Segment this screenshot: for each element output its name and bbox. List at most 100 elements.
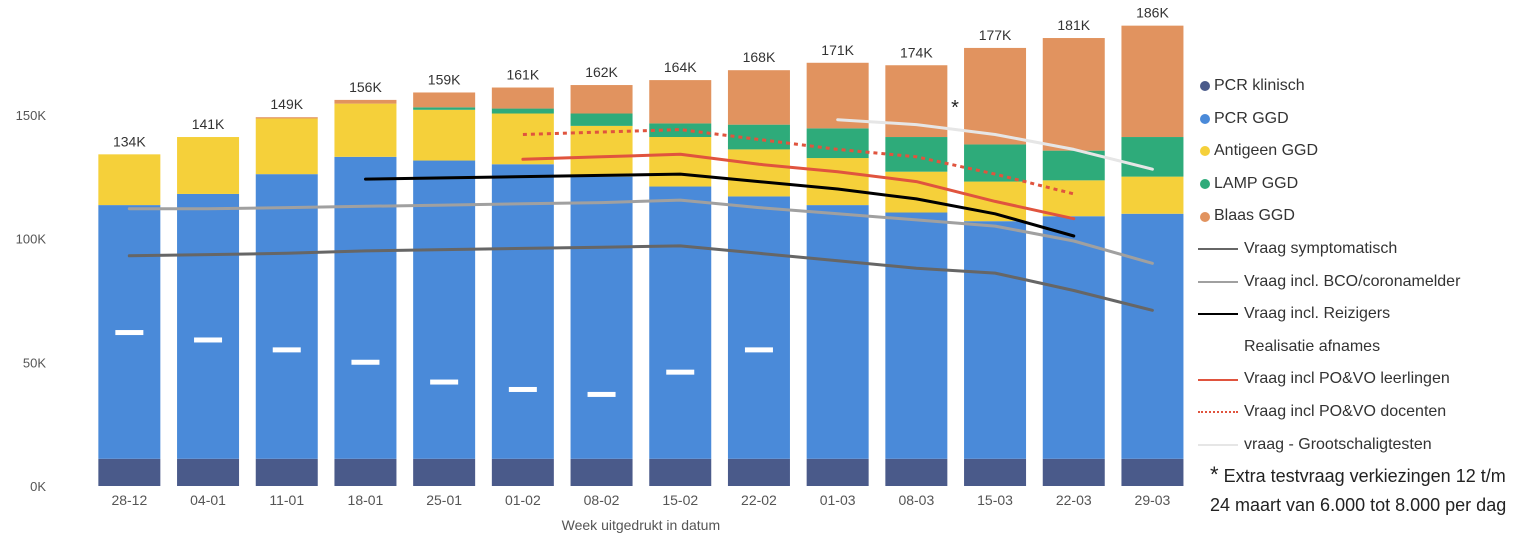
bar-pcr-klinisch-8 [727,458,790,486]
bar-antigeen-ggd-5 [491,113,554,165]
marker-realisatie-afnames-2 [272,347,301,353]
legend-swatch [1198,378,1238,381]
bar-total-label-13: 186K [1136,5,1169,21]
chart-canvas: 0K 50K 100K 150K 134K 28-12 141K 04-01 149K 11-01… [16,5,1184,533]
footnote-star: * [1210,462,1219,487]
bar-total-label-7: 164K [664,59,697,75]
bar-antigeen-ggd-4 [413,109,476,161]
bar-blaas-ggd-6 [570,85,633,114]
marker-realisatie-afnames-0 [115,330,144,336]
bar-total-label-6: 162K [585,64,618,80]
x-tick-label-0: 28-12 [111,492,147,508]
line-vraag-incl-bco-coronamelder [127,198,1154,265]
bar-lamp-ggd-11 [964,144,1027,182]
legend-label: PCR GGD [1214,109,1289,127]
x-tick-label-13: 29-03 [1135,492,1171,508]
chart-legend: PCR klinisch PCR GGD Antigeen GGD LAMP GGD B… [1198,70,1523,461]
bar-antigeen-ggd-12 [1042,180,1105,217]
legend-label: PCR klinisch [1214,77,1305,94]
line-vraag-incl-po-vo-leerlingen [521,152,1076,221]
legend-item-pcr-ggd: PCR GGD [1198,103,1523,136]
legend-item-vraag-incl-po-vo-leerlingen: Vraag incl PO&VO leerlingen [1198,363,1523,396]
bar-pcr-klinisch-10 [885,458,948,486]
legend-swatch [1200,146,1210,157]
bar-lamp-ggd-7 [649,123,712,138]
x-axis-title: Week uitgedrukt in datum [562,517,721,533]
bar-pcr-ggd-1 [177,193,240,459]
bar-lamp-ggd-6 [570,113,633,126]
bar-total-label-8: 168K [743,49,776,65]
bar-total-label-0: 134K [113,133,146,149]
bar-lamp-ggd-8 [727,124,790,150]
bar-pcr-ggd-7 [649,186,712,459]
line-vraag-incl-po-vo-docenten [522,128,1075,196]
bar-pcr-klinisch-4 [413,458,476,486]
legend-item-pcr-klinisch: PCR klinisch [1198,70,1523,103]
legend-swatch [1200,211,1210,222]
legend-item-vraag-grootschaligtesten: vraag - Grootschaligtesten [1198,429,1523,462]
x-tick-label-3: 18-01 [348,492,384,508]
marker-realisatie-afnames-1 [194,337,223,343]
bar-blaas-ggd-2 [255,117,318,119]
bar-total-label-5: 161K [506,67,539,83]
legend-label: Antigeen GGD [1214,142,1319,160]
bar-antigeen-ggd-2 [255,118,318,175]
bar-pcr-klinisch-13 [1121,458,1184,486]
marker-realisatie-afnames-6 [587,391,616,397]
bar-pcr-klinisch-11 [964,458,1027,486]
x-tick-label-2: 11-01 [269,492,304,508]
bar-pcr-ggd-11 [964,221,1027,459]
line-vraag-grootschaligtesten [836,118,1154,171]
x-tick-label-8: 22-02 [741,492,777,508]
bar-blaas-ggd-7 [649,80,712,124]
legend-item-blaas-ggd: Blaas GGD [1198,200,1523,233]
y-tick-label-2: 100K [16,232,47,247]
bar-pcr-ggd-13 [1121,213,1184,459]
legend-swatch [1200,113,1210,124]
bar-pcr-klinisch-5 [491,458,554,486]
bar-total-label-4: 159K [428,71,461,87]
bar-blaas-ggd-3 [334,99,397,104]
marker-realisatie-afnames-5 [508,386,537,392]
legend-swatch [1200,179,1210,190]
x-tick-label-5: 01-02 [505,492,541,508]
bar-total-label-10: 174K [900,44,933,60]
legend-item-vraag-incl-bco-coronamelder: Vraag incl. BCO/coronamelder [1198,266,1523,299]
marker-realisatie-afnames-3 [351,359,380,365]
bar-blaas-ggd-8 [727,70,790,125]
bar-blaas-ggd-9 [806,62,869,129]
bar-pcr-ggd-6 [570,176,633,459]
x-tick-label-11: 15-03 [977,492,1013,508]
legend-swatch [1198,411,1238,414]
legend-swatch [1200,81,1210,92]
bar-pcr-klinisch-7 [649,458,712,486]
x-tick-label-9: 01-03 [820,492,856,508]
legend-item-vraag-incl-po-vo-docenten: Vraag incl PO&VO docenten [1198,396,1523,429]
x-tick-label-7: 15-02 [662,492,698,508]
bar-pcr-klinisch-2 [255,458,318,486]
legend-label: Vraag incl. BCO/coronamelder [1244,272,1461,290]
bar-total-label-11: 177K [979,27,1012,43]
bar-pcr-klinisch-12 [1042,458,1105,486]
legend-label: Realisatie afnames [1244,337,1381,355]
bar-lamp-ggd-9 [806,128,869,159]
legend-label: Blaas GGD [1214,207,1295,225]
legend-swatch [1198,280,1238,283]
x-tick-label-4: 25-01 [426,492,462,508]
legend-item-vraag-incl-reizigers: Vraag incl. Reizigers [1198,298,1523,331]
bar-antigeen-ggd-3 [334,103,397,157]
footnote: * Extra testvraag verkiezingen 12 t/m 24… [1210,460,1525,520]
bar-antigeen-ggd-13 [1121,176,1184,214]
marker-realisatie-afnames-7 [666,369,695,375]
bar-blaas-ggd-13 [1121,25,1184,138]
bar-pcr-ggd-9 [806,205,869,459]
legend-label: Vraag incl PO&VO leerlingen [1244,370,1450,388]
bar-lamp-ggd-5 [491,108,554,114]
bar-antigeen-ggd-6 [570,125,633,177]
y-tick-label-0: 0K [30,479,46,494]
bar-pcr-klinisch-1 [177,458,240,486]
legend-item-lamp-ggd: LAMP GGD [1198,168,1523,201]
bar-pcr-klinisch-0 [98,458,161,486]
bar-total-label-3: 156K [349,79,382,95]
line-vraag-symptomatisch [127,244,1154,312]
